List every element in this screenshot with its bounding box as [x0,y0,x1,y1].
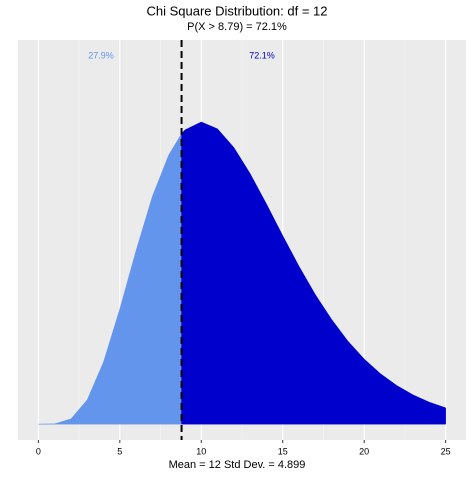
x-axis-label: Mean = 12 Std Dev. = 4.899 [169,459,306,471]
x-tick-label: 25 [441,446,451,456]
x-tick-label: 0 [36,446,41,456]
x-tick-label: 10 [196,446,206,456]
area [181,121,446,425]
x-tick-label: 20 [359,446,369,456]
chart-subtitle: P(X > 8.79) = 72.1% [187,21,287,33]
annotation: 27.9% [88,50,114,60]
annotation: 72.1% [249,50,275,60]
x-tick-label: 5 [117,446,122,456]
chart-title: Chi Square Distribution: df = 12 [146,3,327,18]
x-tick-label: 15 [278,446,288,456]
